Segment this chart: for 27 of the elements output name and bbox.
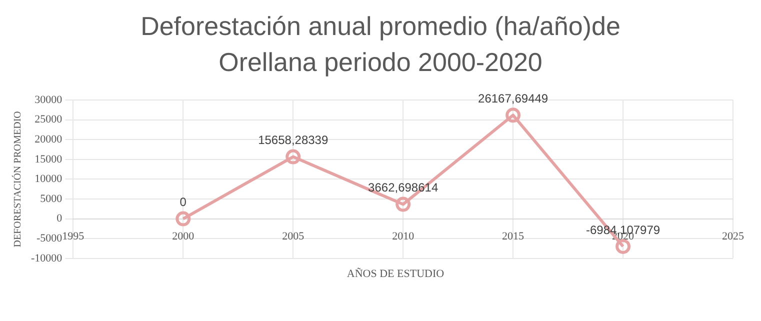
y-tick-label: 5000: [40, 192, 63, 205]
y-tick-label: 10000: [34, 173, 63, 186]
data-label: 3662,698614: [368, 180, 438, 195]
y-tick-label: 15000: [34, 153, 63, 166]
data-label: 0: [180, 195, 187, 210]
data-label: 15658,28339: [258, 133, 328, 148]
point: [396, 196, 411, 212]
x-tick-label: 1995: [62, 230, 85, 242]
y-tick-label: 30000: [34, 94, 63, 106]
y-tick-label: -5000: [36, 232, 63, 244]
point: [286, 149, 301, 164]
y-tick-label: -10000: [30, 252, 63, 264]
y-tick-label: 25000: [34, 114, 63, 126]
point: [616, 238, 631, 254]
x-tick-label: 2025: [722, 230, 744, 242]
y-tick-label: 0: [56, 212, 63, 225]
chart-title: Deforestación anual promedio (ha/año)de Orellana periodo 2000-2020: [140, 10, 622, 79]
y-tick-label: 20000: [34, 133, 63, 146]
data-label: 26167,69449: [478, 91, 548, 106]
x-tick-label: 2000: [172, 230, 195, 242]
x-tick-label: 2015: [502, 230, 525, 242]
x-axis-title: AÑOS DE ESTUDIO: [346, 268, 446, 280]
point: [176, 211, 191, 226]
x-tick-label: 2010: [392, 230, 415, 242]
point: [506, 108, 521, 123]
y-axis-title: DEFORESTACIÓN PROMEDIO: [12, 111, 24, 248]
x-tick-label: 2005: [282, 230, 305, 242]
